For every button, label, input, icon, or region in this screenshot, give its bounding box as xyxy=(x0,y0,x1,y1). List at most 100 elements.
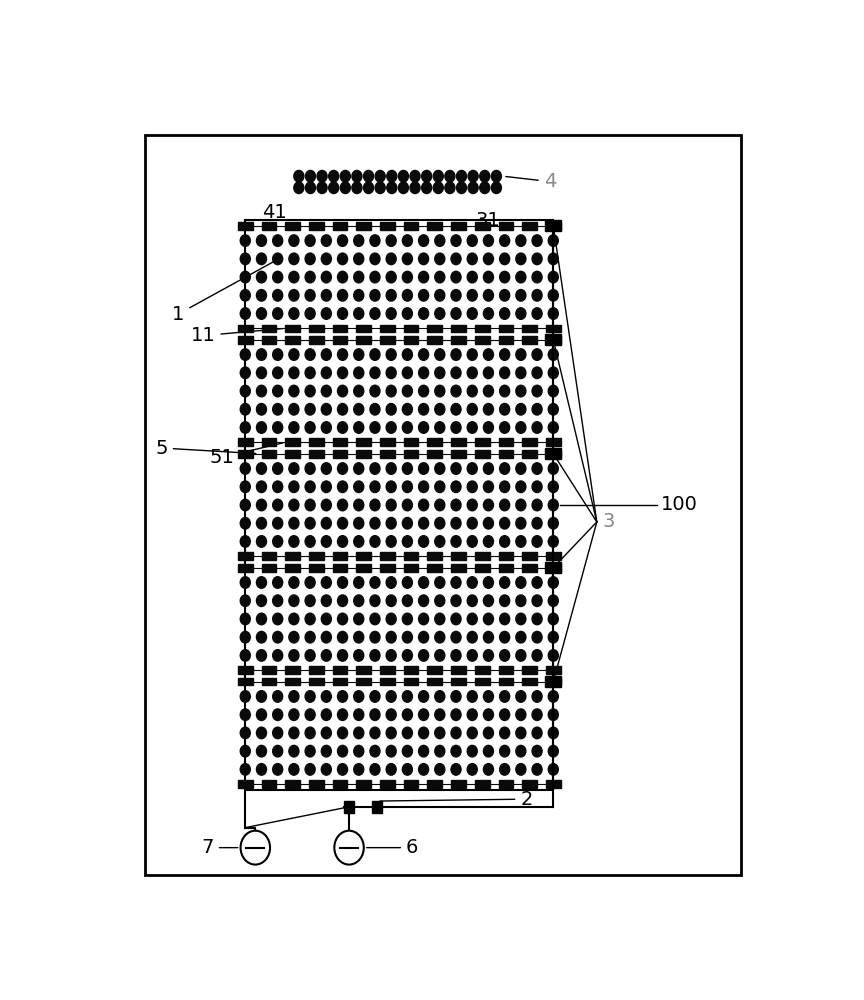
Circle shape xyxy=(403,595,412,607)
Circle shape xyxy=(532,290,542,301)
Circle shape xyxy=(338,613,347,625)
Circle shape xyxy=(273,463,283,474)
Circle shape xyxy=(451,481,461,493)
Bar xyxy=(262,666,276,674)
Circle shape xyxy=(289,709,299,720)
Bar xyxy=(451,552,466,560)
Circle shape xyxy=(549,745,558,757)
Circle shape xyxy=(386,595,397,607)
Bar xyxy=(522,666,537,674)
Circle shape xyxy=(370,422,380,433)
Circle shape xyxy=(532,536,542,547)
Circle shape xyxy=(403,422,412,433)
Circle shape xyxy=(240,235,251,246)
Circle shape xyxy=(273,385,283,397)
Circle shape xyxy=(499,613,510,625)
Bar xyxy=(499,564,513,572)
Circle shape xyxy=(435,235,445,246)
Circle shape xyxy=(499,727,510,739)
Circle shape xyxy=(451,613,461,625)
Bar xyxy=(522,438,537,446)
Circle shape xyxy=(370,253,380,265)
Circle shape xyxy=(257,235,266,246)
Circle shape xyxy=(321,235,332,246)
Circle shape xyxy=(321,595,332,607)
Circle shape xyxy=(532,253,542,265)
Circle shape xyxy=(289,631,299,643)
Bar xyxy=(475,666,490,674)
Bar xyxy=(380,336,395,344)
Circle shape xyxy=(467,727,477,739)
Circle shape xyxy=(403,764,412,775)
Circle shape xyxy=(317,170,327,182)
Circle shape xyxy=(403,349,412,360)
Circle shape xyxy=(273,481,283,493)
Bar xyxy=(380,325,395,332)
Circle shape xyxy=(321,308,332,319)
Circle shape xyxy=(305,463,315,474)
Circle shape xyxy=(328,182,339,194)
Bar xyxy=(499,336,513,344)
Circle shape xyxy=(532,367,542,379)
Circle shape xyxy=(240,631,251,643)
Circle shape xyxy=(273,422,283,433)
Circle shape xyxy=(532,745,542,757)
Circle shape xyxy=(257,650,266,661)
Circle shape xyxy=(338,536,347,547)
Circle shape xyxy=(549,499,558,511)
Circle shape xyxy=(456,170,467,182)
Circle shape xyxy=(403,536,412,547)
Bar xyxy=(356,450,372,458)
Circle shape xyxy=(403,650,412,661)
Circle shape xyxy=(418,463,429,474)
Circle shape xyxy=(273,499,283,511)
Bar xyxy=(499,450,513,458)
Bar xyxy=(403,450,418,458)
Bar xyxy=(499,780,513,788)
Circle shape xyxy=(240,691,251,702)
Circle shape xyxy=(370,403,380,415)
Circle shape xyxy=(435,349,445,360)
Circle shape xyxy=(499,709,510,720)
Circle shape xyxy=(321,367,332,379)
Circle shape xyxy=(321,253,332,265)
Bar xyxy=(380,450,395,458)
Circle shape xyxy=(516,290,526,301)
Circle shape xyxy=(484,499,493,511)
Circle shape xyxy=(467,481,477,493)
Bar xyxy=(546,222,561,230)
Circle shape xyxy=(370,481,380,493)
Bar xyxy=(262,325,276,332)
Circle shape xyxy=(386,727,397,739)
Circle shape xyxy=(353,422,364,433)
Circle shape xyxy=(317,182,327,194)
Circle shape xyxy=(499,595,510,607)
Bar xyxy=(546,780,561,788)
Bar xyxy=(356,336,372,344)
Circle shape xyxy=(467,691,477,702)
Circle shape xyxy=(451,290,461,301)
Circle shape xyxy=(418,650,429,661)
Circle shape xyxy=(338,577,347,588)
Circle shape xyxy=(370,577,380,588)
Circle shape xyxy=(435,727,445,739)
Circle shape xyxy=(386,613,397,625)
Circle shape xyxy=(499,691,510,702)
Circle shape xyxy=(321,499,332,511)
Circle shape xyxy=(370,463,380,474)
Circle shape xyxy=(370,517,380,529)
Circle shape xyxy=(445,170,455,182)
Circle shape xyxy=(370,290,380,301)
Circle shape xyxy=(499,745,510,757)
Text: 7: 7 xyxy=(201,838,238,857)
Circle shape xyxy=(484,631,493,643)
Bar xyxy=(475,450,490,458)
Circle shape xyxy=(492,170,501,182)
Bar xyxy=(309,450,324,458)
Circle shape xyxy=(433,182,443,194)
Circle shape xyxy=(353,595,364,607)
Circle shape xyxy=(451,235,461,246)
Circle shape xyxy=(499,367,510,379)
Circle shape xyxy=(338,764,347,775)
Bar xyxy=(403,325,418,332)
